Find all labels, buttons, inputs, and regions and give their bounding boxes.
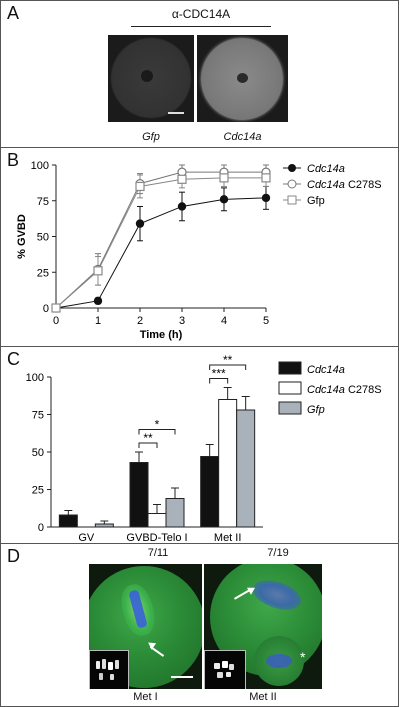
panel-c: C 0 25 50 75 100 GV GVBD-Telo I Met II ** * *** ** C… [0,346,399,544]
significance-label-0: ** [143,431,153,445]
significance-bracket-1 [138,429,176,435]
y-tick-label-2: 50 [32,447,44,459]
nucleus-gfp [141,70,153,82]
significance-label-2: *** [212,367,226,381]
point-0-2 [135,219,145,228]
point-0-3 [177,202,187,211]
panel-a: A α-CDC14A Gfp Cdc14a [0,0,399,148]
stage-met-ii: Met II [249,691,277,703]
panel-label-d: D [7,546,20,566]
significance-bracket-2 [209,378,229,384]
scale-bar [168,112,184,114]
panel-label-a: A [7,3,20,23]
point-0-1 [93,296,103,306]
count-met-ii: 7/19 [267,547,289,559]
panel-b: B 0 25 50 75 100 0 1 2 3 4 5 Time (h) % GVBD Cdc14a Cd… [0,147,399,347]
y-tick-label-4: 100 [26,372,44,384]
bar-0-0 [58,514,78,528]
x-tick-label-0: 0 [53,315,59,327]
bar-2-2 [236,409,256,528]
bar-2-0 [94,523,114,528]
series-line-1 [55,171,266,309]
legend-label-1: Cdc14a C278S [307,384,382,396]
panel-a-title-rule [131,26,271,27]
legend-swatch-0 [278,361,302,375]
y-tick-label-4: 100 [31,160,49,172]
inset-chromosomes-met-ii [204,650,246,689]
bar-0-2 [200,456,220,528]
significance-label-1: * [155,418,160,432]
asterisk-polar-body: * [300,649,306,665]
y-tick-label-3: 75 [32,410,44,422]
legend-label-2: Gfp [307,195,325,207]
significance-bracket-3 [209,364,247,370]
panel-label-b: B [7,150,20,170]
point-2-1 [93,266,103,276]
series-line-2 [55,177,266,309]
inset-chromosomes-met-i [89,650,129,689]
panel-label-c: C [7,349,20,369]
panel-d: D 7/11 7/19 * Met [0,543,399,707]
significance-label-3: ** [223,353,233,367]
caption-gfp: Gfp [142,131,160,143]
legend-marker-0 [288,164,296,172]
x-tick-label-1: 1 [95,315,101,327]
stage-met-i: Met I [133,691,158,703]
point-2-3 [177,174,187,184]
legend-label-0: Cdc14a [307,163,345,175]
y-tick-label-2: 50 [37,232,49,244]
x-tick-label-5: 5 [263,315,269,327]
caption-cdc14a: Cdc14a [223,131,262,143]
x-tick-label-3: 3 [179,315,185,327]
bar-2-1 [165,498,185,528]
scale-bar-d [171,676,193,678]
legend-marker-2 [287,195,297,205]
bar-1-1 [147,513,167,528]
micrograph-cdc14a [197,35,288,122]
micrograph-gfp [108,35,194,122]
micrograph-met-ii: * [204,564,322,689]
point-2-2 [135,181,145,192]
y-tick-label-0: 0 [38,522,44,534]
y-tick-label-0: 0 [43,303,49,315]
legend-label-1: Cdc14a C278S [307,179,382,191]
panel-a-title: α-CDC14A [171,7,231,21]
x-tick-label-2: 2 [137,315,143,327]
x-axis-label: Time (h) [140,329,183,341]
category-label-0: GV [78,532,95,544]
significance-bracket-0 [138,442,158,448]
legend-swatch-1 [278,381,302,395]
category-label-2: Met II [214,532,242,544]
y-axis-label: % GVBD [16,214,28,259]
category-label-1: GVBD-Telo I [126,532,187,544]
legend-label-0: Cdc14a [307,364,345,376]
nucleus-cdc14a [237,73,248,83]
legend-swatch-2 [278,401,302,415]
bar-0-1 [129,462,149,528]
count-met-i: 7/11 [147,547,169,559]
legend-marker-1 [287,179,297,189]
chromosomes-polar-body [266,654,292,668]
bar-1-2 [218,399,238,528]
y-tick-label-3: 75 [37,196,49,208]
point-0-5 [261,193,271,203]
y-tick-label-1: 25 [32,485,44,497]
series-line-0 [55,197,267,309]
legend-label-2: Gfp [307,404,325,416]
point-2-5 [261,173,271,183]
y-tick-label-1: 25 [37,267,49,279]
gvbd-time-course-chart: 0 25 50 75 100 0 1 2 3 4 5 Time (h) % GVBD Cdc14a Cdc1… [16,160,382,341]
point-2-0 [51,303,61,313]
micrograph-met-i [89,564,202,689]
x-tick-label-4: 4 [221,315,227,327]
point-2-4 [219,173,229,183]
point-0-4 [219,195,229,204]
